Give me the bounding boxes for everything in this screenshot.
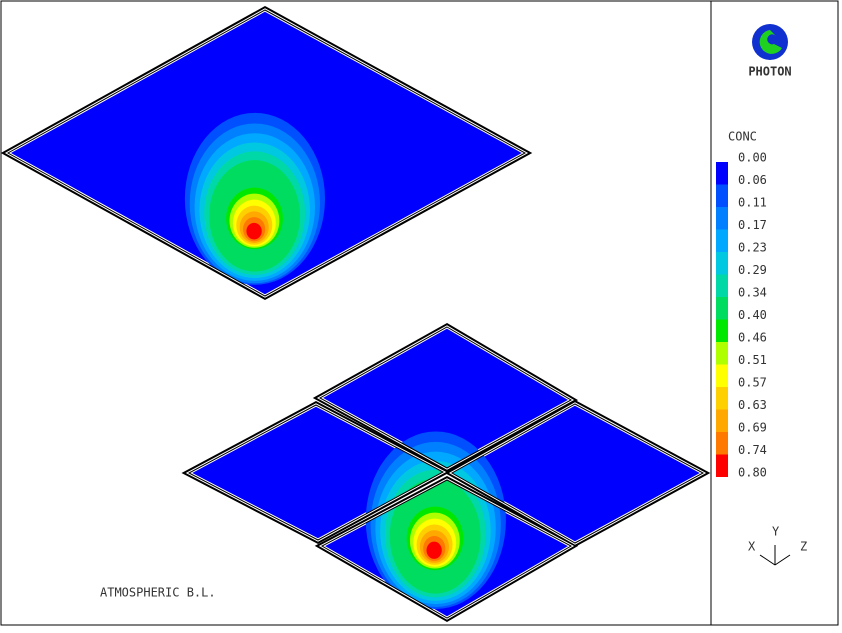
legend-title: CONC (728, 130, 757, 144)
plate-outline (320, 479, 573, 619)
legend-swatch (716, 297, 728, 320)
legend-label: 0.11 (738, 196, 767, 210)
legend-swatch (716, 409, 728, 432)
legend-swatch (716, 184, 728, 207)
legend-label: 0.00 (738, 151, 767, 165)
contour-band (426, 541, 442, 559)
logo-text: PHOTON (748, 65, 791, 79)
legend-swatch (716, 342, 728, 365)
axis-z: Z (800, 540, 807, 554)
legend-label: 0.17 (738, 218, 767, 232)
plates (0, 6, 711, 623)
legend-label: 0.46 (738, 331, 767, 345)
legend-swatch (716, 364, 728, 387)
legend-label: 0.06 (738, 173, 767, 187)
plate-outline (318, 326, 573, 469)
plate-outline (187, 404, 445, 541)
axis-x: X (748, 540, 756, 554)
plate-outline (6, 9, 527, 297)
legend-swatch (716, 252, 728, 275)
legend-label: 0.74 (738, 443, 767, 457)
legend-swatch (716, 207, 728, 230)
legend-label: 0.51 (738, 353, 767, 367)
legend-swatch (716, 387, 728, 410)
legend-swatch (716, 274, 728, 297)
plate-outline (450, 403, 705, 544)
axis-triad (759, 545, 791, 566)
legend: 0.00 0.06 0.11 0.17 0.23 0.29 0.34 0.40 0.46 0.51… (716, 151, 767, 480)
logo-icon (752, 24, 788, 60)
legend-label: 0.34 (738, 286, 767, 300)
caption: ATMOSPHERIC B.L. (100, 586, 216, 600)
legend-swatch (716, 319, 728, 342)
legend-swatch (716, 432, 728, 455)
legend-swatch (716, 454, 728, 477)
legend-label: 0.80 (738, 466, 767, 480)
legend-label: 0.69 (738, 421, 767, 435)
contours (184, 112, 325, 285)
legend-label: 0.40 (738, 308, 767, 322)
legend-swatch (716, 229, 728, 252)
contours (365, 431, 506, 609)
legend-label: 0.63 (738, 398, 767, 412)
legend-label: 0.23 (738, 241, 767, 255)
axis-y: Y (772, 525, 780, 539)
legend-label: 0.29 (738, 263, 767, 277)
legend-label: 0.57 (738, 376, 767, 390)
legend-swatch (716, 162, 728, 185)
contour-band (246, 222, 262, 240)
